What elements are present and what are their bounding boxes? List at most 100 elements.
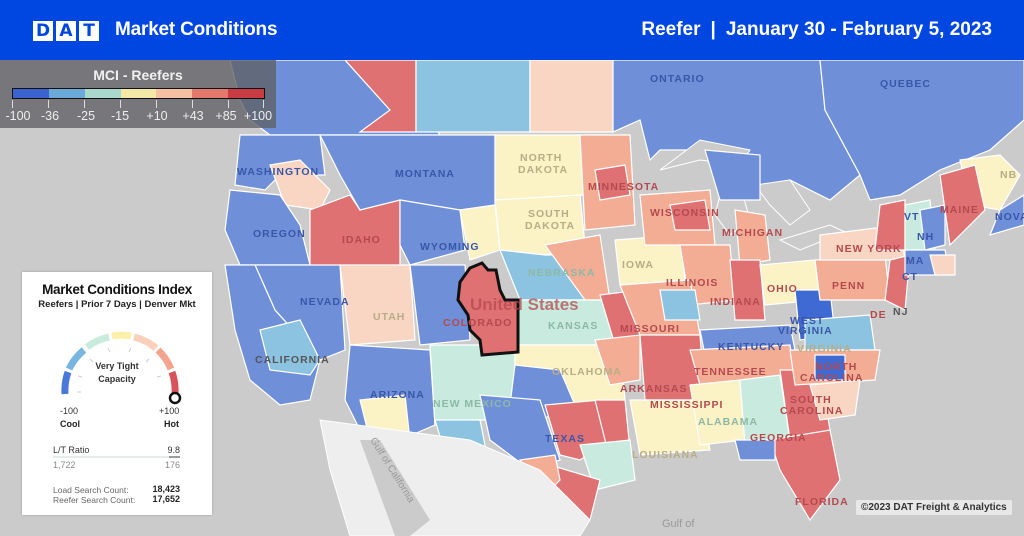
label-country: United States bbox=[470, 295, 579, 314]
label-penn: PENN bbox=[832, 280, 865, 292]
label-arizona: ARIZONA bbox=[370, 389, 425, 401]
label-washington: WASHINGTON bbox=[237, 166, 319, 178]
label-nova: NOVA bbox=[995, 211, 1024, 223]
region-utah bbox=[339, 264, 416, 346]
gauge-cool-label: Cool bbox=[60, 419, 80, 429]
legend-swatch-6 bbox=[192, 89, 229, 98]
label-kansas: KANSAS bbox=[548, 320, 598, 332]
legend-tick-label: +100 bbox=[243, 109, 273, 123]
label-wisconsin: WISCONSIN bbox=[650, 207, 720, 219]
label-south-carolina-1: SOUTH bbox=[790, 394, 832, 406]
region-penn bbox=[814, 254, 891, 301]
label-minnesota: MINNESOTA bbox=[588, 181, 659, 193]
label-tennessee: TENNESSEE bbox=[694, 366, 767, 378]
region-socal bbox=[259, 319, 321, 376]
label-idaho: IDAHO bbox=[342, 234, 381, 246]
label-florida: FLORIDA bbox=[795, 496, 849, 508]
load-count: 1,722 bbox=[53, 460, 76, 470]
label-ontario: ONTARIO bbox=[650, 73, 705, 85]
region-manitoba bbox=[529, 60, 614, 133]
region-fl-panhandle bbox=[734, 439, 776, 461]
region-florida bbox=[769, 429, 841, 522]
region-minnesota bbox=[594, 164, 631, 201]
label-west-virginia-1: WEST bbox=[790, 315, 824, 327]
mci-gauge bbox=[61, 331, 182, 405]
equipment-type: Reefer bbox=[641, 19, 701, 40]
label-de: DE bbox=[870, 309, 887, 321]
legend-swatch-7 bbox=[228, 89, 265, 98]
label-ohio: OHIO bbox=[767, 283, 798, 295]
legend-color-bar bbox=[12, 88, 265, 99]
region-nova-scotia bbox=[988, 194, 1024, 236]
copyright-notice: ©2023 DAT Freight & Analytics bbox=[856, 500, 1012, 515]
dat-logo: D A T bbox=[33, 21, 99, 41]
label-iowa: IOWA bbox=[622, 259, 654, 271]
region-maine bbox=[939, 164, 986, 247]
label-gulf-of-mexico: Gulf of bbox=[662, 518, 695, 530]
label-ma: MA bbox=[906, 255, 924, 267]
region-saskatchewan bbox=[415, 60, 531, 133]
lt-ratio-value: 9.8 bbox=[167, 445, 180, 455]
mci-legend: MCI - Reefers -100 -36 -25 -15 +10 +43 +… bbox=[0, 60, 276, 128]
label-south-dakota-2: DAKOTA bbox=[525, 220, 575, 232]
label-wyoming: WYOMING bbox=[420, 241, 480, 253]
region-nc-central bbox=[814, 354, 846, 381]
label-vt: VT bbox=[904, 211, 919, 223]
label-nh: NH bbox=[917, 231, 934, 243]
label-maine: MAINE bbox=[940, 204, 979, 216]
region-nh bbox=[919, 204, 946, 251]
label-north-carolina-1: NORTH bbox=[815, 361, 857, 373]
lt-ratio-bar bbox=[53, 456, 180, 458]
label-arkansas: ARKANSAS bbox=[620, 383, 688, 395]
label-louisiana: LOUISIANA bbox=[632, 449, 699, 461]
region-ok-east bbox=[594, 334, 641, 386]
legend-tick-label: -36 bbox=[40, 109, 60, 123]
legend-swatch-2 bbox=[48, 89, 85, 98]
region-wyoming bbox=[399, 199, 466, 266]
label-nebraska: NEBRASKA bbox=[528, 267, 596, 279]
app-title: Market Conditions bbox=[115, 19, 278, 40]
label-oklahoma: OKLAHOMA bbox=[552, 366, 622, 378]
legend-tick-label: +10 bbox=[146, 109, 168, 123]
label-new-mexico: NEW MEXICO bbox=[433, 398, 512, 410]
region-mi-north bbox=[704, 149, 761, 201]
gauge-status-line2: Capacity bbox=[98, 374, 136, 384]
legend-swatch-5 bbox=[156, 89, 193, 98]
gauge-status-line1: Very Tight bbox=[95, 361, 139, 371]
label-west-virginia-2: VIRGINIA bbox=[778, 325, 833, 337]
region-michigan bbox=[734, 209, 771, 266]
label-illinois: ILLINOIS bbox=[666, 277, 718, 289]
label-south-carolina-2: CAROLINA bbox=[780, 405, 843, 417]
market-conditions-map[interactable]: ONTARIO QUEBEC WASHINGTON OREGON MONTANA… bbox=[0, 60, 1024, 536]
date-range: January 30 - February 5, 2023 bbox=[725, 19, 992, 40]
label-colorado: COLORADO bbox=[443, 317, 512, 329]
label-north-dakota-1: NORTH bbox=[520, 152, 562, 164]
label-ct: CT bbox=[902, 271, 918, 283]
label-north-carolina-2: CAROLINA bbox=[800, 372, 863, 384]
label-california: CALIFORNIA bbox=[255, 354, 330, 366]
label-oregon: OREGON bbox=[253, 228, 306, 240]
region-louisiana bbox=[629, 399, 711, 456]
gulf-of-california bbox=[360, 440, 430, 536]
label-nj: NJ bbox=[893, 306, 908, 318]
reefer-search-value: 17,652 bbox=[152, 494, 180, 504]
legend-tick-label: -15 bbox=[110, 109, 130, 123]
load-search-label: Load Search Count: bbox=[53, 485, 129, 495]
label-nevada: NEVADA bbox=[300, 296, 350, 308]
label-kentucky: KENTUCKY bbox=[718, 341, 784, 353]
region-indiana bbox=[729, 259, 766, 321]
region-alberta bbox=[344, 60, 417, 133]
label-missouri: MISSOURI bbox=[620, 323, 680, 335]
logo-letter-a: A bbox=[56, 21, 76, 41]
lt-ratio-label: L/T Ratio bbox=[53, 445, 90, 455]
label-virginia: VIRGINIA bbox=[797, 343, 852, 355]
gauge-needle-marker bbox=[168, 391, 182, 405]
gauge-max: +100 bbox=[159, 406, 180, 416]
label-georgia: GEORGIA bbox=[750, 432, 807, 444]
region-wi-central bbox=[669, 199, 711, 231]
region-ma-east bbox=[929, 254, 956, 276]
label-mississippi: MISSISSIPPI bbox=[650, 399, 723, 411]
label-indiana: INDIANA bbox=[710, 296, 761, 308]
region-south-carolina bbox=[809, 379, 861, 421]
legend-tick-label: -25 bbox=[76, 109, 96, 123]
